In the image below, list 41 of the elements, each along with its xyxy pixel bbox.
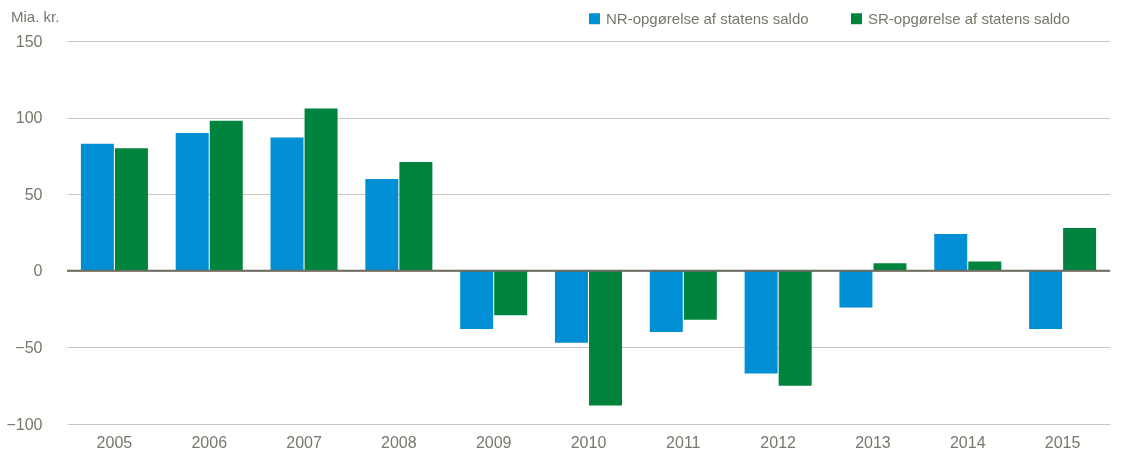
- bar: [494, 270, 528, 316]
- x-tick-label: 2010: [570, 433, 607, 451]
- bar: [175, 132, 209, 271]
- bar: [778, 270, 812, 386]
- bar: [934, 234, 968, 271]
- bar: [554, 270, 588, 343]
- bar: [80, 143, 114, 271]
- x-tick-label: 2013: [855, 433, 891, 451]
- x-tick-label: 2009: [475, 433, 512, 451]
- bar: [589, 270, 623, 406]
- bar: [744, 270, 778, 374]
- legend-label: SR-opgørelse af statens saldo: [868, 9, 1070, 27]
- bar: [304, 108, 338, 271]
- y-tick-label: 100: [15, 109, 43, 127]
- bar: [683, 270, 717, 320]
- legend-label: NR-opgørelse af statens saldo: [606, 9, 809, 27]
- bar: [1029, 270, 1063, 330]
- x-tick-label: 2005: [96, 433, 133, 451]
- x-tick-label: 2006: [191, 433, 228, 451]
- x-tick-label: 2014: [949, 433, 986, 451]
- y-tick-label: −100: [6, 415, 43, 433]
- bar: [270, 137, 304, 271]
- bar: [649, 270, 683, 333]
- x-tick-label: 2008: [381, 433, 417, 451]
- y-tick-label: 50: [24, 185, 43, 203]
- x-tick-label: 2015: [1044, 433, 1081, 451]
- bar: [1063, 227, 1097, 271]
- y-tick-label: 150: [15, 32, 43, 50]
- bar: [839, 270, 873, 308]
- bar: [114, 148, 148, 271]
- x-tick-label: 2007: [286, 433, 322, 451]
- y-tick-label: 0: [33, 262, 43, 280]
- x-tick-label: 2012: [760, 433, 797, 451]
- bar: [399, 162, 433, 271]
- y-tick-label: −50: [15, 338, 43, 356]
- x-tick-label: 2011: [666, 433, 701, 451]
- bar: [873, 263, 907, 271]
- y-axis-title: Mia. kr.: [10, 8, 60, 25]
- bar: [209, 120, 243, 271]
- bar: [365, 178, 399, 271]
- bar: [460, 270, 494, 330]
